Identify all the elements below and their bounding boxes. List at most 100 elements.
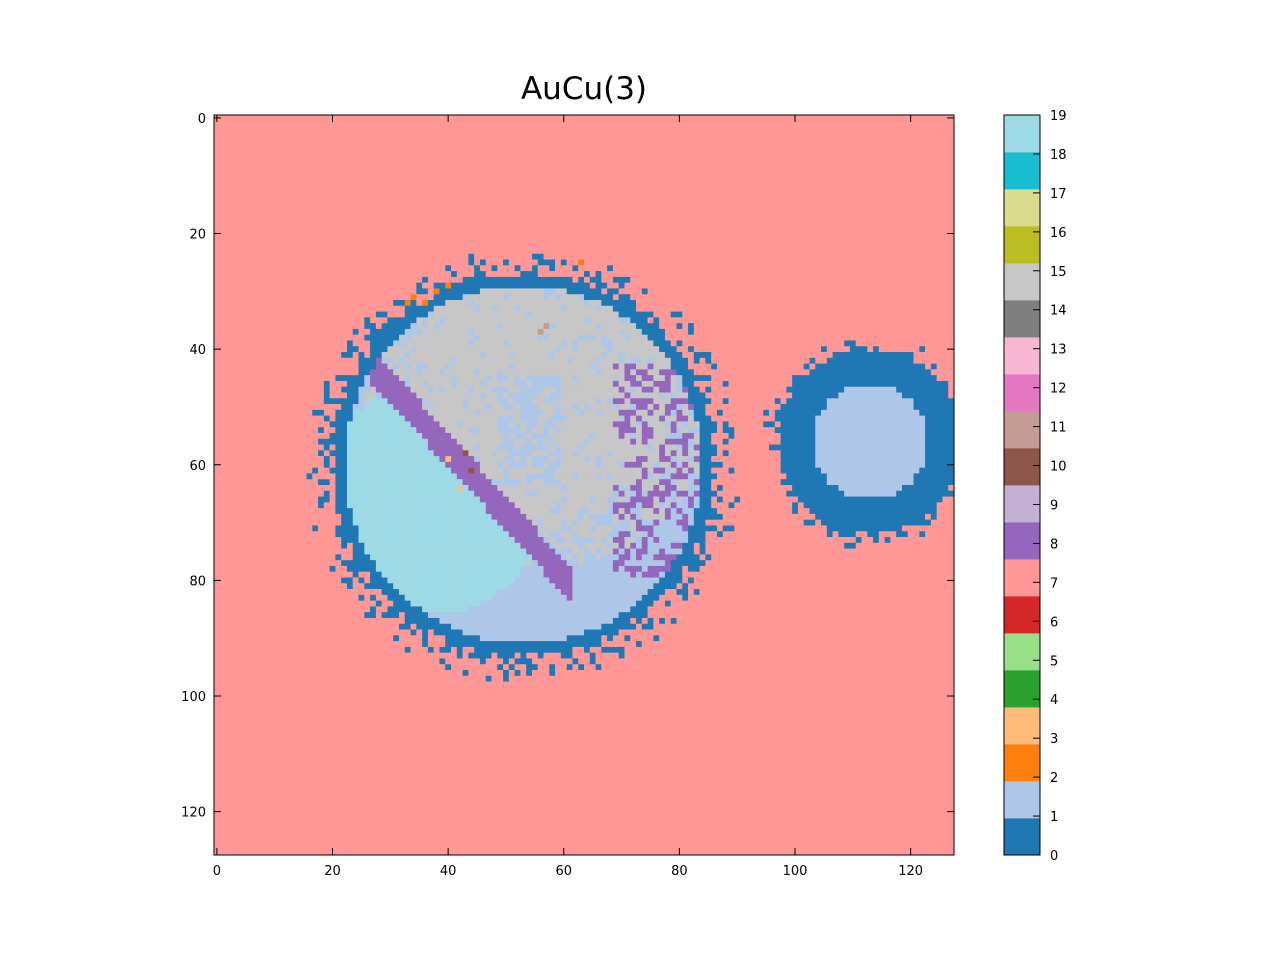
heatmap-cell [601, 334, 608, 341]
heatmap-cell [688, 132, 695, 139]
heatmap-cell [300, 300, 307, 307]
heatmap-cell [370, 242, 377, 249]
heatmap-cell [422, 201, 429, 208]
heatmap-cell [676, 190, 683, 197]
heatmap-cell [451, 300, 458, 307]
heatmap-cell [873, 276, 880, 284]
heatmap-cell [745, 126, 753, 133]
heatmap-cell [728, 167, 735, 174]
heatmap-cell [630, 288, 637, 295]
heatmap-cell [636, 115, 643, 122]
heatmap-cell [294, 172, 302, 179]
heatmap-cell [341, 323, 348, 330]
heatmap-cell [740, 149, 747, 156]
heatmap-cell [589, 155, 596, 162]
heatmap-cell [335, 300, 342, 307]
heatmap-cell [861, 120, 868, 127]
heatmap-cell [722, 282, 729, 289]
heatmap-cell [849, 317, 857, 324]
heatmap-cell [497, 236, 504, 243]
heatmap-cell [578, 120, 585, 127]
heatmap-cell [514, 213, 521, 220]
heatmap-cell [416, 334, 423, 341]
heatmap-cell [491, 328, 498, 336]
heatmap-cell [618, 334, 625, 341]
heatmap-cell [231, 242, 238, 249]
heatmap-cell [549, 317, 556, 324]
heatmap-cell [462, 213, 469, 220]
heatmap-cell [387, 213, 394, 220]
heatmap-cell [387, 201, 394, 208]
heatmap-cell [283, 328, 290, 336]
heatmap-cell [479, 311, 487, 318]
heatmap-cell [381, 334, 388, 341]
heatmap-cell [219, 265, 226, 272]
heatmap-cell [508, 132, 515, 139]
heatmap-cell [803, 328, 810, 336]
heatmap-cell [323, 132, 330, 139]
heatmap-cell [364, 155, 371, 162]
heatmap-cell [549, 219, 556, 226]
heatmap-cell [433, 311, 440, 318]
heatmap-cell [497, 265, 504, 272]
heatmap-cell [491, 201, 498, 208]
heatmap-cell [774, 132, 781, 139]
heatmap-cell [214, 201, 221, 208]
heatmap-cell [948, 288, 955, 295]
heatmap-cell [346, 167, 354, 174]
heatmap-cell [803, 305, 810, 312]
heatmap-cell [445, 247, 452, 255]
heatmap-cell [641, 167, 648, 174]
heatmap-cell [260, 115, 267, 122]
heatmap-cell [294, 201, 302, 208]
heatmap-cell [578, 224, 585, 231]
heatmap-cell [948, 201, 955, 208]
heatmap-cell [705, 201, 712, 208]
heatmap-cell [294, 149, 302, 156]
heatmap-cell [861, 195, 868, 203]
heatmap-cell [774, 126, 781, 133]
heatmap-cell [346, 155, 354, 162]
heatmap-cell [537, 271, 544, 278]
heatmap-cell [520, 195, 527, 203]
heatmap-cell [289, 288, 296, 295]
heatmap-cell [312, 184, 319, 191]
heatmap-cell [399, 184, 406, 191]
heatmap-cell [682, 155, 689, 162]
heatmap-cell [821, 265, 828, 272]
heatmap-cell [497, 195, 504, 203]
heatmap-cell [560, 305, 568, 312]
heatmap-cell [740, 259, 747, 266]
heatmap-cell [491, 184, 498, 191]
heatmap-cell [844, 282, 851, 289]
heatmap-cell [844, 219, 851, 226]
heatmap-cell [283, 253, 290, 260]
heatmap-cell [676, 271, 683, 278]
heatmap-cell [560, 184, 568, 191]
heatmap-cell [514, 265, 521, 272]
heatmap-cell [942, 334, 949, 341]
heatmap-cell [335, 143, 342, 151]
heatmap-cell [491, 190, 498, 197]
heatmap-cell [618, 143, 625, 151]
heatmap-cell [901, 294, 909, 301]
heatmap-cell [381, 201, 388, 208]
heatmap-cell [370, 195, 377, 203]
heatmap-cell [873, 195, 880, 203]
heatmap-cell [503, 126, 510, 133]
heatmap-cell [861, 288, 868, 295]
heatmap-cell [358, 317, 365, 324]
heatmap-cell [543, 115, 550, 122]
heatmap-cell [624, 236, 631, 243]
heatmap-cell [682, 161, 689, 168]
heatmap-cell [861, 213, 868, 220]
heatmap-cell [936, 305, 943, 312]
heatmap-cell [838, 259, 845, 266]
heatmap-cell [913, 276, 920, 284]
heatmap-cell [555, 201, 562, 208]
heatmap-cell [630, 265, 637, 272]
heatmap-cell [838, 242, 845, 249]
heatmap-cell [890, 219, 897, 226]
heatmap-cell [844, 138, 851, 145]
heatmap-cell [266, 195, 273, 203]
